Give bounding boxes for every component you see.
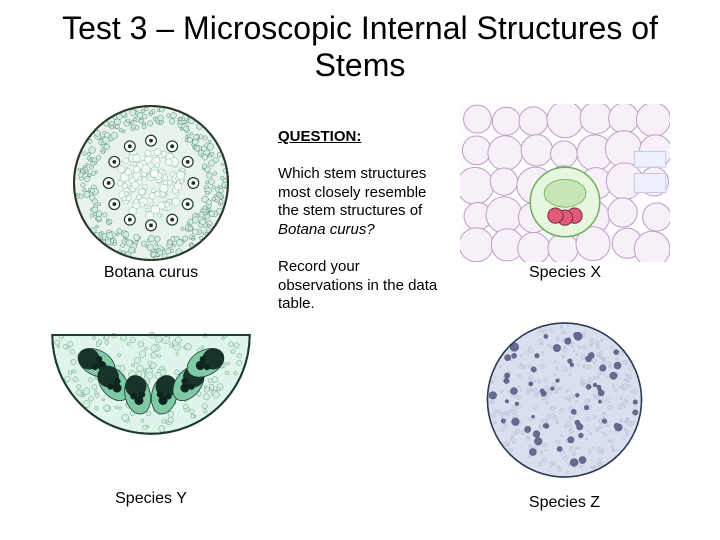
question-para-1: Which stem structures most closely resem…	[278, 165, 438, 240]
page-title: Test 3 – Microscopic Internal Structures…	[0, 0, 720, 92]
specimen-y: Species Y	[46, 326, 256, 508]
content-grid: Botana curus Species X Species Y Species…	[0, 104, 720, 540]
species-y-caption: Species Y	[115, 490, 187, 508]
botana-caption: Botana curus	[104, 264, 198, 282]
question-para-1b: Botana curus?	[278, 221, 375, 238]
species-y-image	[46, 326, 256, 476]
specimen-z: Species Z	[472, 320, 657, 512]
species-x-image	[460, 104, 670, 262]
question-heading: QUESTION:	[278, 128, 438, 147]
species-z-image	[472, 320, 657, 480]
species-z-caption: Species Z	[529, 494, 600, 512]
species-x-caption: Species X	[529, 264, 601, 282]
question-para-2: Record your observations in the data tab…	[278, 258, 438, 314]
specimen-x: Species X	[460, 104, 670, 282]
specimen-botana: Botana curus	[46, 104, 256, 282]
question-para-1a: Which stem structures most closely resem…	[278, 165, 426, 220]
botana-image	[46, 104, 256, 262]
question-block: QUESTION: Which stem structures most clo…	[278, 128, 438, 332]
